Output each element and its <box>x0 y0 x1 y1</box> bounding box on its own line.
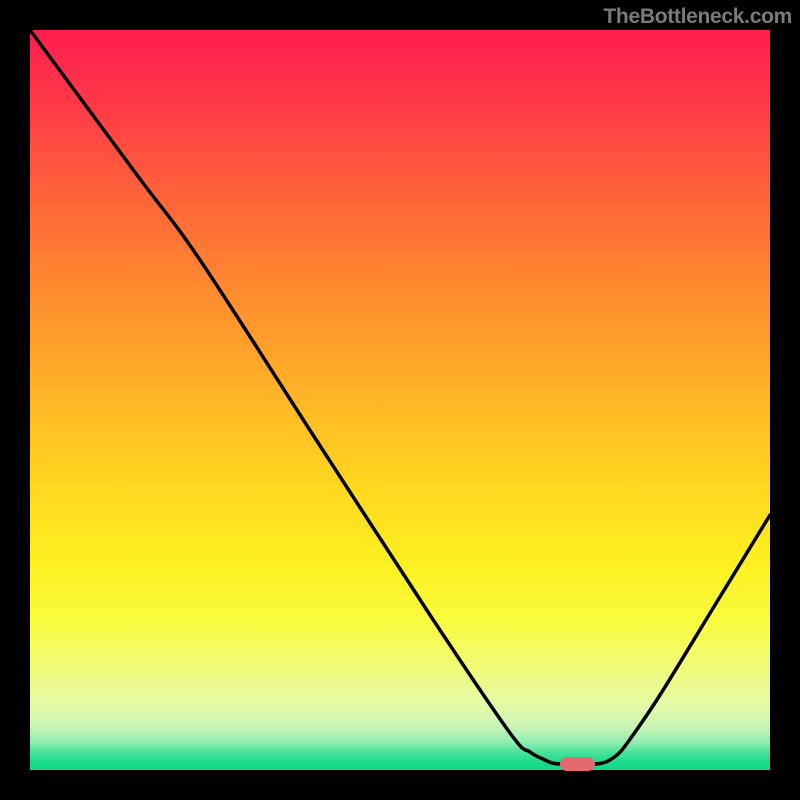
plot-area <box>30 30 770 770</box>
optimal-marker <box>560 757 595 771</box>
bottleneck-chart: TheBottleneck.com <box>0 0 800 800</box>
watermark-text: TheBottleneck.com <box>603 5 792 29</box>
chart-svg <box>0 0 800 800</box>
